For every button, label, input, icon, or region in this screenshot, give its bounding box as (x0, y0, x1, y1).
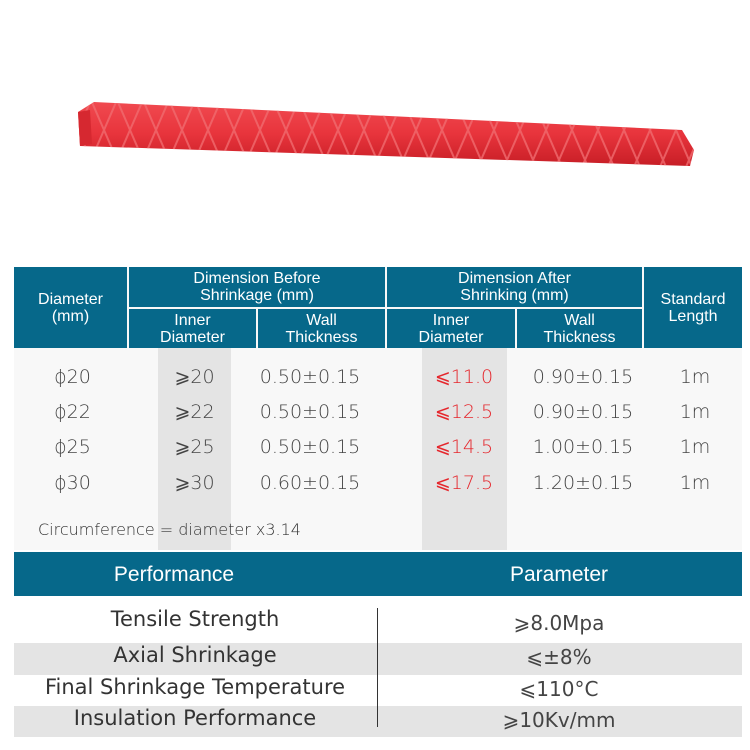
header-diameter-label: Diameter (mm) (38, 290, 103, 325)
header-diameter: Diameter (mm) (14, 267, 127, 348)
cell-after-wall: 1.20±0.15 (532, 472, 634, 494)
band-after-inner (422, 348, 507, 550)
performance-name: Axial Shrinkage (113, 643, 277, 667)
performance-divider (377, 608, 378, 727)
header-after-wall: Wall Thickness (517, 309, 642, 348)
cell-after-inner: ⩽14.5 (434, 436, 494, 458)
performance-name: Tensile Strength (110, 607, 280, 631)
cell-after-inner: ⩽12.5 (434, 401, 494, 423)
performance-name: Final Shrinkage Temperature (44, 675, 346, 699)
header-after-wall-label: Wall Thickness (543, 311, 616, 346)
cell-diameter: ϕ30 (54, 472, 91, 494)
performance-header: Performance Parameter (14, 552, 742, 596)
performance-row: Insulation Performance ⩾10Kv/mm (14, 706, 742, 737)
performance-row: Tensile Strength ⩾8.0Mpa (14, 605, 742, 643)
cell-before-wall: 0.50±0.15 (259, 401, 361, 423)
performance-name: Insulation Performance (73, 706, 317, 730)
band-before-inner (158, 348, 231, 550)
cell-length: 1m (679, 401, 711, 423)
performance-row: Axial Shrinkage ⩽±8% (14, 643, 742, 675)
cell-before-inner: ⩾20 (174, 366, 215, 388)
cell-before-wall: 0.60±0.15 (259, 472, 361, 494)
cell-length: 1m (679, 472, 711, 494)
header-after-inner: Inner Diameter (387, 309, 515, 348)
cell-length: 1m (679, 436, 711, 458)
circumference-note: Circumference = diameter x3.14 (38, 520, 301, 539)
header-parameter: Parameter (509, 562, 609, 586)
cell-before-wall: 0.50±0.15 (259, 366, 361, 388)
cell-before-inner: ⩾30 (174, 472, 215, 494)
cell-after-wall: 0.90±0.15 (532, 401, 634, 423)
cell-after-wall: 1.00±0.15 (532, 436, 634, 458)
header-after: Dimension After Shrinking (mm) (387, 267, 642, 307)
cell-diameter: ϕ25 (54, 436, 91, 458)
header-length: Standard Length (644, 267, 742, 348)
header-performance: Performance (113, 562, 235, 586)
performance-value: ⩾10Kv/mm (502, 708, 616, 732)
header-length-label: Standard Length (660, 290, 726, 325)
header-before-label: Dimension Before Shrinkage (mm) (193, 270, 321, 304)
cell-before-inner: ⩾25 (174, 436, 215, 458)
cell-after-inner: ⩽17.5 (434, 472, 494, 494)
cell-before-wall: 0.50±0.15 (259, 436, 361, 458)
cell-after-inner: ⩽11.0 (434, 366, 494, 388)
cell-diameter: ϕ22 (54, 401, 91, 423)
spec-table: Diameter (mm) Dimension Before Shrinkage… (14, 267, 742, 550)
performance-value: ⩾8.0Mpa (513, 611, 605, 635)
header-before: Dimension Before Shrinkage (mm) (129, 267, 385, 307)
header-before-inner: Inner Diameter (129, 309, 256, 348)
header-after-label: Dimension After Shrinking (mm) (458, 270, 571, 304)
cell-before-inner: ⩾22 (174, 401, 215, 423)
header-before-wall: Wall Thickness (258, 309, 385, 348)
performance-value: ⩽±8% (526, 645, 592, 669)
header-before-inner-label: Inner Diameter (160, 311, 225, 346)
header-before-wall-label: Wall Thickness (285, 311, 358, 346)
product-image (78, 102, 694, 166)
cell-diameter: ϕ20 (54, 366, 91, 388)
performance-value: ⩽110°C (519, 677, 599, 701)
header-after-inner-label: Inner Diameter (418, 311, 484, 346)
performance-row: Final Shrinkage Temperature ⩽110°C (14, 675, 742, 706)
cell-length: 1m (679, 366, 711, 388)
cell-after-wall: 0.90±0.15 (532, 366, 634, 388)
